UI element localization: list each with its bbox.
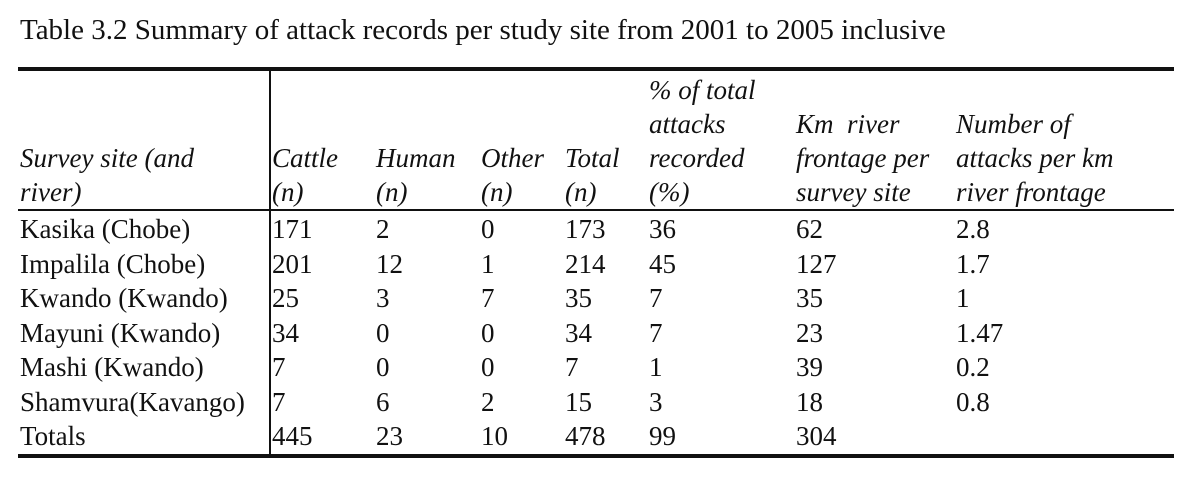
cell-cattle: 7 [272,352,286,382]
cell-pct: 45 [649,248,676,279]
cell-perkm: 0.2 [956,352,990,382]
header-km-line-1: Km river [796,109,900,139]
cell-cattle: 25 [272,283,299,313]
cell-pct: 99 [649,421,676,451]
header-human-line-2: (n) [376,177,408,207]
cell-cattle: 34 [272,317,299,348]
cell-human: 3 [376,283,390,313]
header-cattle-line-2: (n) [272,177,304,207]
cell-human: 12 [376,248,403,279]
table-caption: Table 3.2 Summary of attack records per … [20,14,946,46]
cell-other: 0 [481,214,495,244]
cell-site: Kwando (Kwando) [20,283,228,313]
cell-other: 0 [481,317,495,348]
cell-human: 0 [376,317,390,348]
header-per-km-line-1: Number of [956,109,1071,139]
cell-site: Totals [20,421,86,451]
cell-cattle: 445 [272,421,313,451]
header-per-km-line-3: river frontage [956,177,1106,207]
cell-perkm: 0.8 [956,386,990,417]
cell-total: 478 [565,421,606,451]
cell-total: 7 [565,352,579,382]
cell-site: Mashi (Kwando) [20,352,204,382]
cell-pct: 3 [649,386,663,417]
cell-total: 34 [565,317,592,348]
cell-total: 35 [565,283,592,313]
table-column-divider [269,71,271,454]
cell-human: 6 [376,386,390,417]
cell-perkm: 2.8 [956,214,990,244]
cell-other: 0 [481,352,495,382]
cell-total: 214 [565,248,606,279]
header-other-line-1: Other [481,143,544,173]
header-percent-line-4: (%) [649,177,690,207]
cell-other: 10 [481,421,508,451]
header-total-line-1: Total [565,143,620,173]
header-percent-line-1: % of total [649,75,756,105]
header-human: Human (n) [376,141,456,209]
cell-perkm: 1 [956,283,970,313]
table-bottom-rule [18,454,1174,458]
header-percent-line-3: recorded [649,143,745,173]
cell-site: Mayuni (Kwando) [20,317,221,348]
cell-total: 15 [565,386,592,417]
cell-pct: 1 [649,352,663,382]
header-total-line-2: (n) [565,177,597,207]
cell-pct: 7 [649,283,663,313]
header-total: Total (n) [565,141,620,209]
header-other-line-2: (n) [481,177,513,207]
header-survey-site-line-1: Survey site (and [20,143,194,173]
cell-cattle: 201 [272,248,313,279]
cell-other: 2 [481,386,495,417]
cell-cattle: 7 [272,386,286,417]
cell-km: 127 [796,248,837,279]
cell-other: 7 [481,283,495,313]
cell-pct: 36 [649,214,676,244]
header-km-river-frontage: Km river frontage per survey site [796,107,929,209]
cell-other: 1 [481,248,495,279]
header-per-km-line-2: attacks per km [956,143,1114,173]
cell-km: 35 [796,283,823,313]
cell-total: 173 [565,214,606,244]
cell-human: 23 [376,421,403,451]
cell-perkm: 1.7 [956,248,990,279]
header-cattle-line-1: Cattle [272,143,338,173]
header-percent-line-2: attacks [649,109,726,139]
cell-human: 2 [376,214,390,244]
cell-site: Impalila (Chobe) [20,248,206,279]
header-other: Other (n) [481,141,544,209]
cell-pct: 7 [649,317,663,348]
table-header-rule [18,209,1174,211]
cell-human: 0 [376,352,390,382]
header-human-line-1: Human [376,143,456,173]
header-survey-site: Survey site (and river) [20,141,194,209]
cell-km: 304 [796,421,837,451]
cell-km: 39 [796,352,823,382]
cell-km: 18 [796,386,823,417]
header-cattle: Cattle (n) [272,141,338,209]
table-top-rule [18,67,1174,71]
header-survey-site-line-2: river) [20,177,82,207]
header-attacks-per-km: Number of attacks per km river frontage [956,107,1113,209]
cell-perkm: 1.47 [956,317,1004,348]
cell-km: 62 [796,214,823,244]
header-km-line-2: frontage per [796,143,930,173]
cell-site: Shamvura(Kavango) [20,386,245,417]
header-km-line-3: survey site [796,177,911,207]
cell-site: Kasika (Chobe) [20,214,191,244]
cell-cattle: 171 [272,214,313,244]
cell-km: 23 [796,317,823,348]
header-percent-of-total: % of total attacks recorded (%) [649,73,756,209]
